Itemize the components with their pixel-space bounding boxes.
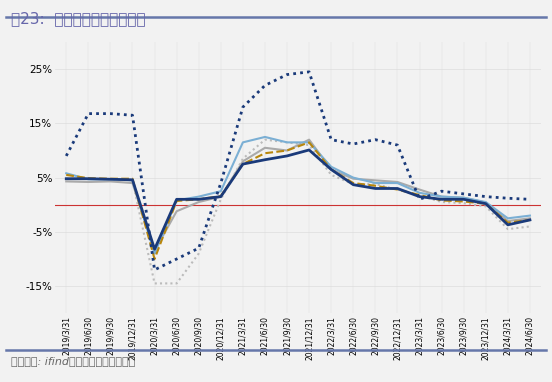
Text: 图23:  六大行归母净利润增速: 图23: 六大行归母净利润增速 (11, 11, 146, 26)
Text: 资料来源: ifind，中国银河证券研究院: 资料来源: ifind，中国银河证券研究院 (11, 356, 135, 366)
Legend: 工商银行, 农业银行, 建设银行, 中国银行, 邮储银行, 交通银行: 工商银行, 农业银行, 建设银行, 中国银行, 邮储银行, 交通银行 (60, 0, 246, 3)
